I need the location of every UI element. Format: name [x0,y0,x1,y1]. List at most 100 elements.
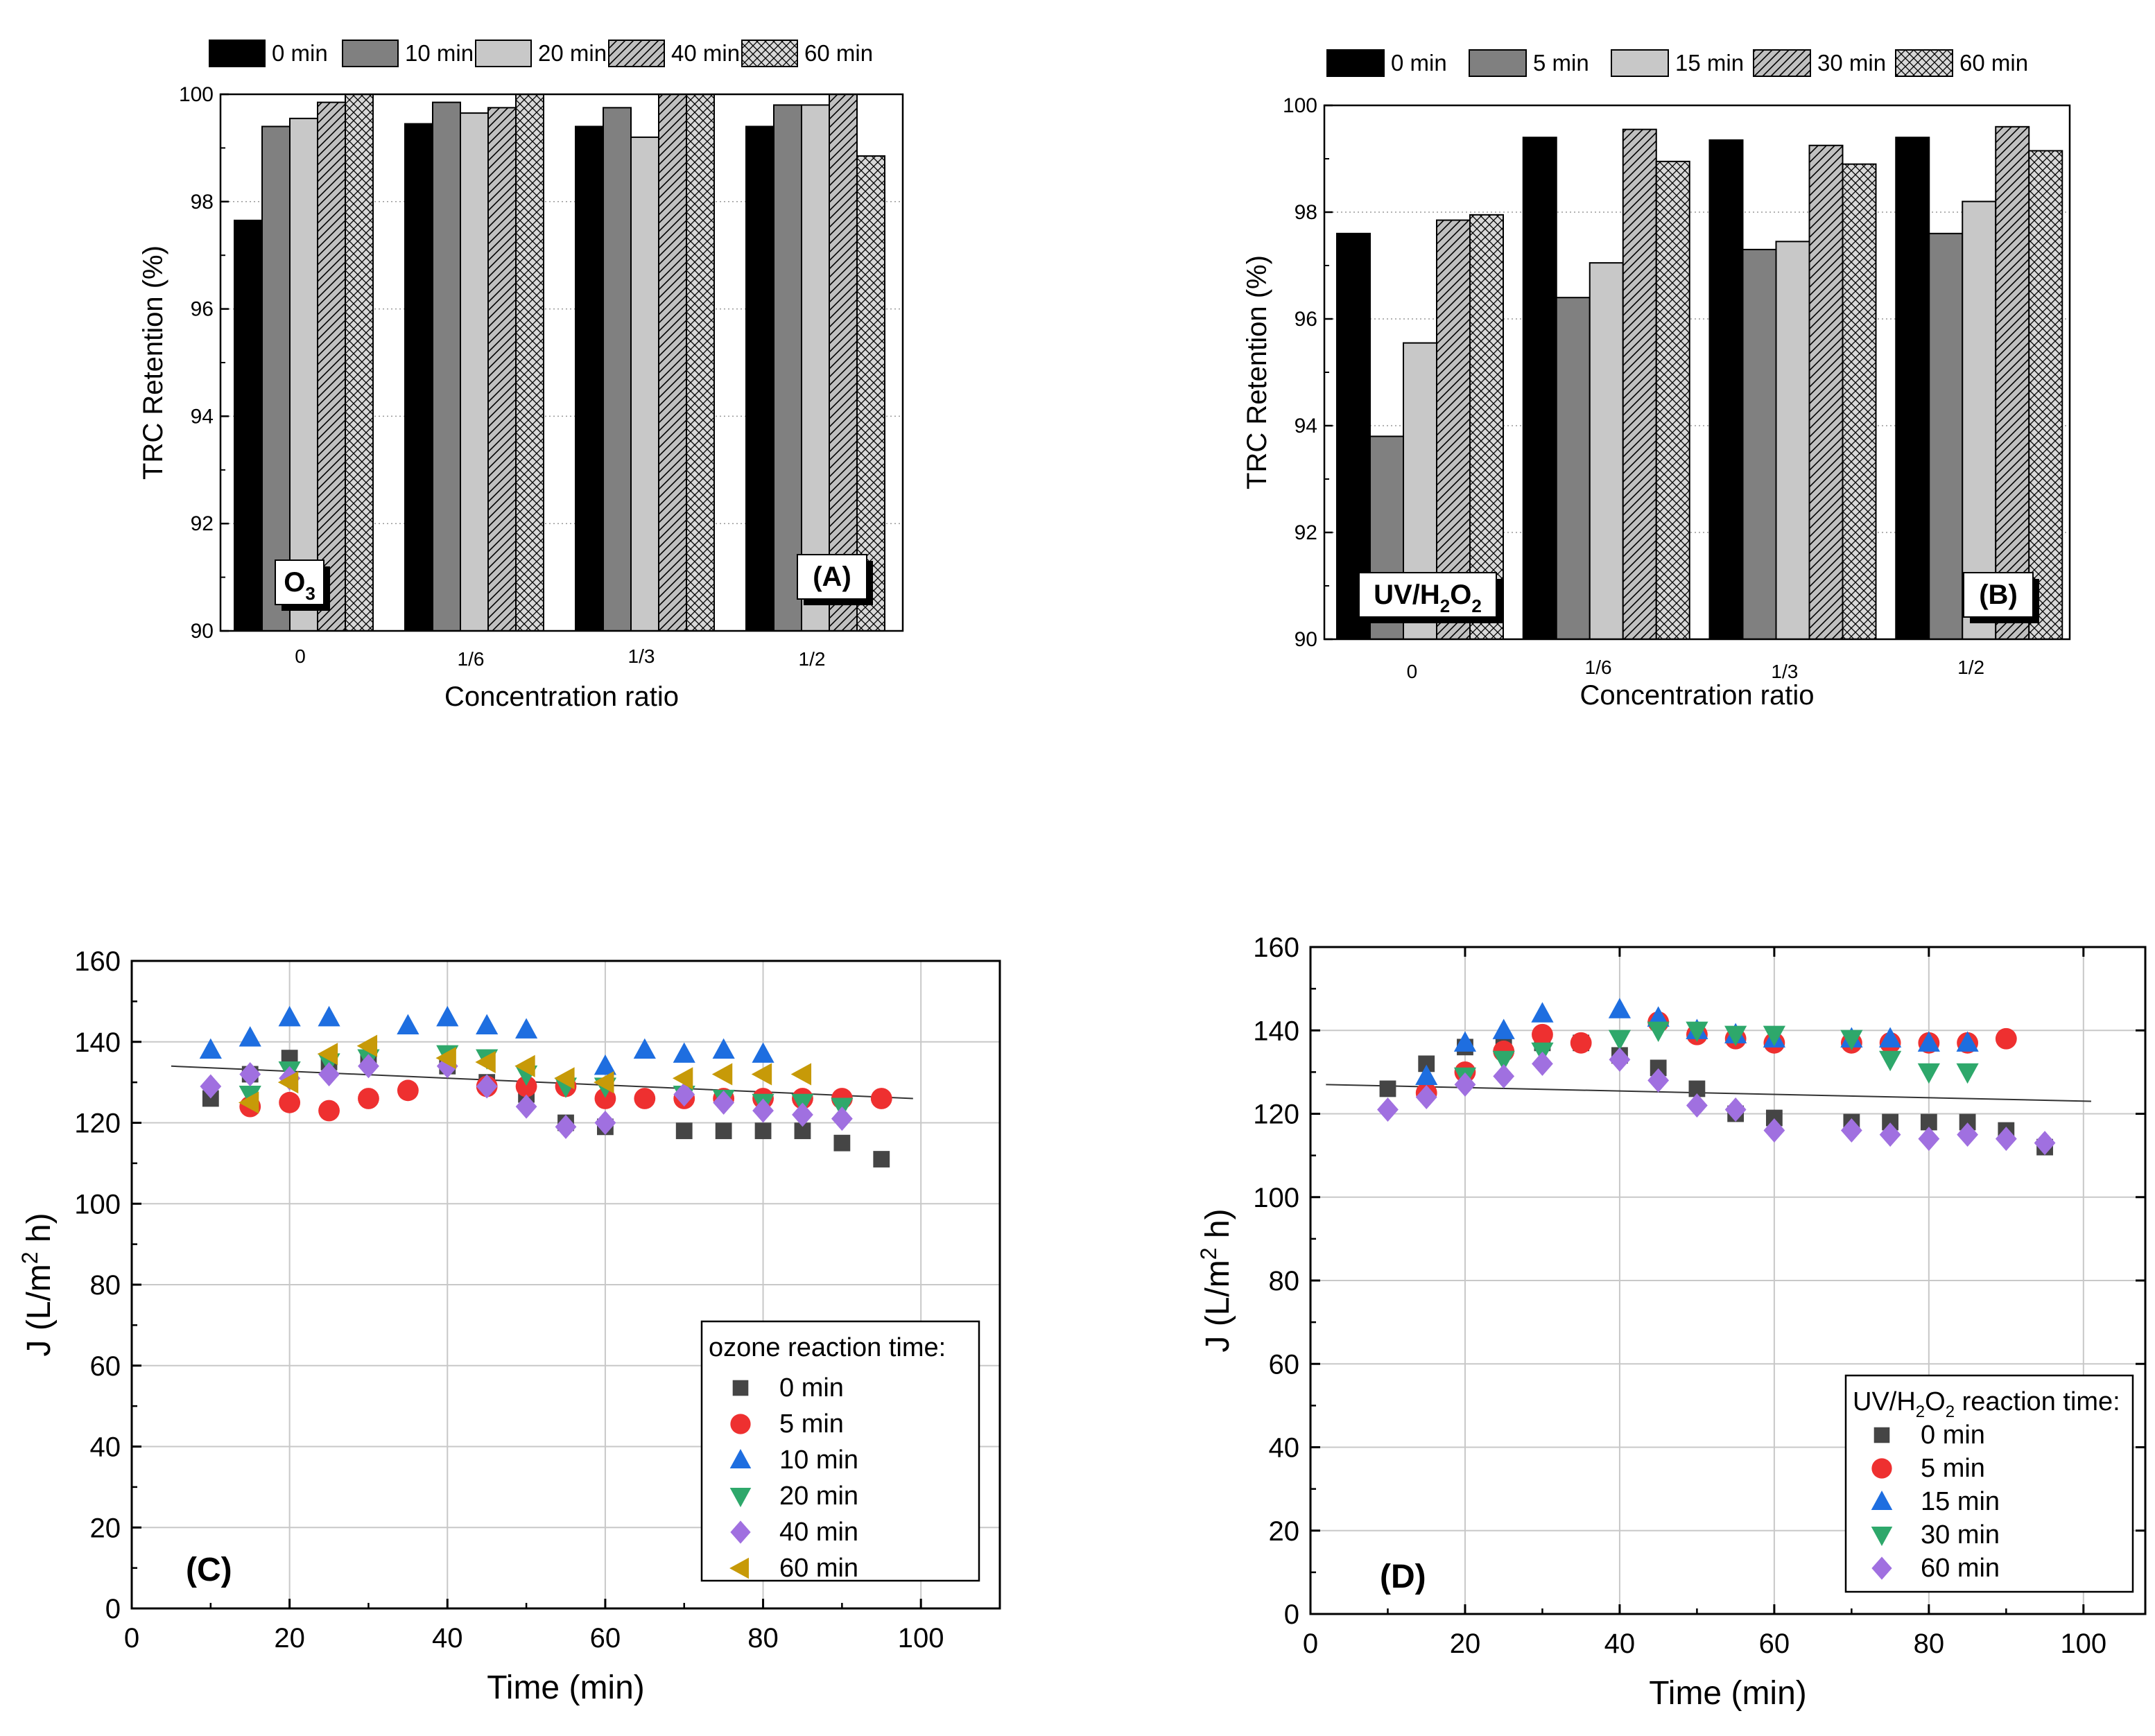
x-tick-label: 0 [1303,1629,1318,1659]
data-point [1763,1118,1785,1143]
data-point [711,1063,733,1086]
data-point [318,1005,340,1027]
data-point [1917,1031,1940,1052]
x-tick-label: 1/3 [628,645,655,667]
bar-15min-1-2 [1962,200,1997,641]
legend-marker [1871,1527,1893,1546]
bar-40min-1-6 [487,107,517,632]
panel-tag: (B) [1979,580,2018,610]
bar-chart-a: 90 92 94 96 98 100 0 1/6 1/3 1/2 Concentration rat… [138,40,904,712]
bar-10min-0 [261,125,291,632]
y-tick-label: 100 [1253,1183,1299,1213]
y-tick-label: 160 [1253,932,1299,963]
legend-label: 5 min [1921,1454,1985,1483]
data-point [1647,1021,1670,1043]
legend-label: 30 min [1817,50,1886,76]
legend-marker [1873,1427,1890,1443]
bar-10min-1-6 [432,101,461,632]
legend-swatch [608,40,665,67]
bar-0min-1-3 [1708,139,1744,641]
data-point [1917,1063,1940,1084]
y-tick-label: 140 [1253,1016,1299,1046]
y-tick-label: 0 [1284,1599,1299,1630]
data-point [1415,1064,1438,1085]
data-point [794,1122,811,1140]
y-tick-label: 40 [1269,1433,1300,1464]
trendline [1326,1084,2091,1102]
x-tick-label: 100 [2060,1629,2106,1659]
data-point [1724,1097,1747,1122]
y-tick-label: 98 [191,191,214,214]
bar-30min-1-3 [1808,144,1844,640]
y-tick-label: 140 [74,1027,121,1058]
y-tick-label: 20 [90,1513,121,1543]
data-point [476,1014,499,1034]
y-tick-label: 120 [74,1109,121,1139]
oxidant-box [275,559,324,605]
bar-0min-1-6 [404,123,433,632]
y-tick-label: 100 [179,83,214,106]
legend-label: 5 min [1533,50,1589,76]
data-point [790,1063,812,1086]
y-tick-label: 80 [1269,1266,1300,1296]
y-tick-label: 100 [74,1189,121,1219]
data-point [1570,1032,1592,1054]
panel-tag: (D) [1380,1559,1426,1595]
data-point [1879,1122,1901,1147]
y-axis-label: TRC Retention (%) [138,245,168,480]
data-point [555,1114,577,1139]
y-tick-label: 80 [90,1270,121,1301]
series-60-min [1377,1047,2056,1156]
bar-40min-0 [317,101,346,632]
data-point [1532,1051,1553,1076]
bar-0min-0 [234,219,263,632]
data-point [1608,1030,1632,1051]
series-30-min [1453,1021,1979,1088]
legend-marker [1871,1491,1893,1510]
x-tick-label: 20 [1450,1629,1481,1659]
legend-label: 0 min [779,1373,844,1403]
legend-box [700,1320,980,1582]
bar-30min-0 [1436,219,1471,640]
bar-60min-1-6 [515,94,544,632]
data-point [792,1102,813,1127]
legend-swatch [1753,49,1811,77]
data-point [436,1005,459,1027]
data-point [239,1086,261,1106]
bar-15min-1-3 [1775,241,1810,641]
data-point [1763,1025,1785,1047]
legend-title: ozone reaction time: [709,1333,946,1362]
data-point [1377,1097,1399,1122]
x-tick-label: 60 [590,1623,621,1653]
legend-box [1844,1374,2134,1593]
data-point [514,1018,538,1039]
bar-5min-1-6 [1555,297,1591,640]
panel-tag: (C) [186,1552,232,1588]
scatter-chart-c: 0 20 40 60 80 100 0 20 40 60 80 100 120 140 160 Time (m… [17,946,1001,1706]
data-point [1879,1050,1902,1072]
y-tick-label: 60 [90,1351,121,1382]
x-tick-label: 100 [898,1623,944,1653]
legend-label: 0 min [272,40,328,66]
bar-60min-1-6 [1655,160,1690,641]
data-point [475,1050,496,1074]
data-point [239,1026,261,1047]
oxidant-label: O3 [284,567,315,604]
data-point [712,1038,735,1059]
bar-0min-1-6 [1522,137,1557,640]
data-point [1920,1113,1937,1131]
y-tick-label: 90 [1295,628,1317,651]
bar-0min-1-2 [1895,137,1930,640]
y-tick-label: 160 [74,946,121,977]
legend-label: 60 min [1959,50,2028,76]
legend-swatch [1611,49,1669,77]
data-point [752,1098,774,1123]
x-tick-label: 1/6 [458,648,485,670]
y-axis-label: J (L/m2 h) [1196,1208,1236,1352]
legend-swatch [342,40,399,67]
data-point [752,1042,774,1063]
legend-swatch [1326,49,1385,77]
panel-tag-box [1963,572,2034,618]
x-axis-label: Concentration ratio [444,682,679,712]
